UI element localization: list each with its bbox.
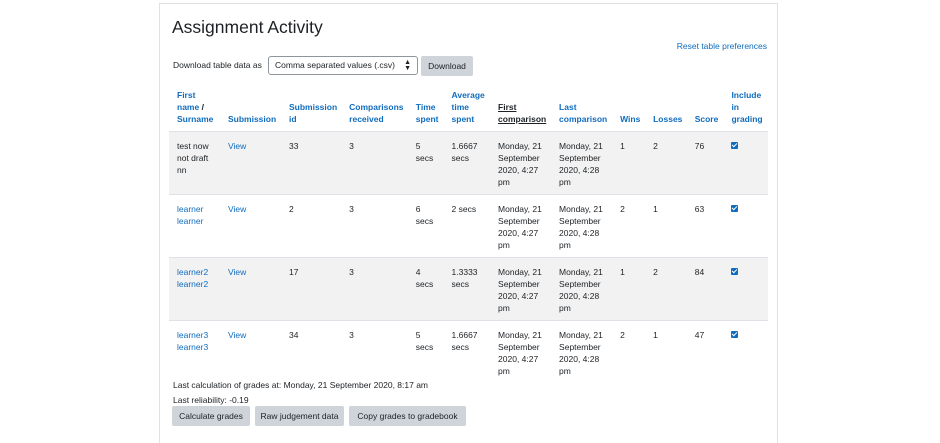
cell-first-comparison: Monday, 21 September 2020, 4:27 pm <box>490 194 552 258</box>
cell-score: 47 <box>686 320 724 383</box>
cell-comparisons: 3 <box>341 131 408 195</box>
view-submission-link[interactable]: View <box>227 141 247 151</box>
cell-last-comparison: Monday, 21 September 2020, 4:28 pm <box>551 257 613 321</box>
cell-include <box>723 257 768 321</box>
include-in-grading-checkbox[interactable] <box>731 205 739 212</box>
cell-first-comparison: Monday, 21 September 2020, 4:27 pm <box>490 320 552 383</box>
header-submission[interactable]: Submission <box>219 82 281 132</box>
cell-time-spent: 4 secs <box>407 257 444 321</box>
cell-last-comparison: Monday, 21 September 2020, 4:28 pm <box>551 131 613 195</box>
cell-average-time: 1.3333 secs <box>443 257 491 321</box>
cell-include <box>723 194 768 258</box>
cell-include <box>723 131 768 195</box>
cell-submission-id: 2 <box>280 194 342 258</box>
cell-name: learner learner <box>169 194 220 258</box>
raw-judgement-data-button[interactable]: Raw judgement data <box>255 406 344 426</box>
cell-wins: 1 <box>612 257 646 321</box>
copy-grades-to-gradebook-button[interactable]: Copy grades to gradebook <box>349 406 466 426</box>
include-in-grading-checkbox[interactable] <box>731 142 739 149</box>
cell-name: learner2 learner2 <box>169 257 220 321</box>
user-profile-link[interactable]: learner learner <box>177 204 204 226</box>
cell-average-time: 1.6667 secs <box>443 131 491 195</box>
cell-losses: 1 <box>645 194 687 258</box>
cell-losses: 2 <box>645 257 687 321</box>
sort-first-name-link[interactable]: First name <box>177 90 200 112</box>
view-submission-link[interactable]: View <box>227 267 247 277</box>
cell-comparisons: 3 <box>341 257 408 321</box>
table-header-row: First name / Surname Submission Submissi… <box>169 82 768 132</box>
header-include-in-grading[interactable]: Include in grading <box>723 82 768 132</box>
cell-first-comparison: Monday, 21 September 2020, 4:27 pm <box>490 131 552 195</box>
cell-wins: 2 <box>612 320 646 383</box>
calculate-grades-button[interactable]: Calculate grades <box>172 406 250 426</box>
download-format-value: Comma separated values (.csv) <box>275 60 395 70</box>
cell-score: 84 <box>686 257 724 321</box>
cell-first-comparison: Monday, 21 September 2020, 4:27 pm <box>490 257 552 321</box>
header-first-comparison[interactable]: First comparison <box>490 82 552 132</box>
cell-time-spent: 5 secs <box>407 320 444 383</box>
cell-losses: 1 <box>645 320 687 383</box>
view-submission-link[interactable]: View <box>227 330 247 340</box>
select-caret-icon: ▲ ▼ <box>404 59 411 72</box>
table-row: learner3 learner3 View 34 3 5 secs 1.666… <box>169 320 768 383</box>
header-submission-id[interactable]: Submission id <box>280 82 342 132</box>
header-first-name-surname: First name / Surname <box>169 82 220 132</box>
include-in-grading-checkbox[interactable] <box>731 268 739 275</box>
table-row: learner2 learner2 View 17 3 4 secs 1.333… <box>169 257 768 321</box>
cell-last-comparison: Monday, 21 September 2020, 4:28 pm <box>551 320 613 383</box>
cell-time-spent: 6 secs <box>407 194 444 258</box>
cell-submission-id: 34 <box>280 320 342 383</box>
header-score[interactable]: Score <box>686 82 724 132</box>
cell-name: test now not draft nn <box>169 131 220 195</box>
cell-submission: View <box>219 131 281 195</box>
cell-average-time: 1.6667 secs <box>443 320 491 383</box>
cell-submission: View <box>219 257 281 321</box>
cell-comparisons: 3 <box>341 194 408 258</box>
header-time-spent[interactable]: Time spent <box>407 82 444 132</box>
cell-score: 76 <box>686 131 724 195</box>
cell-include <box>723 320 768 383</box>
cell-submission-id: 33 <box>280 131 342 195</box>
sort-surname-link[interactable]: Surname <box>177 114 214 124</box>
download-label: Download table data as <box>173 60 262 70</box>
user-profile-link[interactable]: learner2 learner2 <box>177 267 209 289</box>
cell-wins: 2 <box>612 194 646 258</box>
download-button[interactable]: Download <box>421 56 473 76</box>
page-title: Assignment Activity <box>172 17 323 37</box>
activity-table: First name / Surname Submission Submissi… <box>169 82 768 383</box>
user-profile-link[interactable]: learner3 learner3 <box>177 330 209 352</box>
cell-comparisons: 3 <box>341 320 408 383</box>
reset-table-preferences-link[interactable]: Reset table preferences <box>676 41 767 51</box>
cell-last-comparison: Monday, 21 September 2020, 4:28 pm <box>551 194 613 258</box>
table-row: test now not draft nn View 33 3 5 secs 1… <box>169 131 768 195</box>
cell-wins: 1 <box>612 131 646 195</box>
header-slash: / <box>201 102 204 112</box>
cell-submission: View <box>219 194 281 258</box>
last-reliability-text: Last reliability: -0.19 <box>173 395 249 405</box>
last-calculation-text: Last calculation of grades at: Monday, 2… <box>173 380 428 390</box>
cell-time-spent: 5 secs <box>407 131 444 195</box>
cell-submission: View <box>219 320 281 383</box>
header-losses[interactable]: Losses <box>645 82 687 132</box>
header-last-comparison[interactable]: Last comparison <box>551 82 613 132</box>
cell-submission-id: 17 <box>280 257 342 321</box>
header-wins[interactable]: Wins <box>612 82 646 132</box>
cell-average-time: 2 secs <box>443 194 491 258</box>
view-submission-link[interactable]: View <box>227 204 247 214</box>
include-in-grading-checkbox[interactable] <box>731 331 739 338</box>
cell-losses: 2 <box>645 131 687 195</box>
assignment-activity-card: Assignment Activity Reset table preferen… <box>159 3 778 443</box>
header-comparisons-received[interactable]: Comparisons received <box>341 82 408 132</box>
header-average-time-spent[interactable]: Average time spent <box>443 82 491 132</box>
cell-score: 63 <box>686 194 724 258</box>
table-row: learner learner View 2 3 6 secs 2 secs M… <box>169 194 768 258</box>
download-format-select[interactable]: Comma separated values (.csv) ▲ ▼ <box>268 56 418 75</box>
cell-name: learner3 learner3 <box>169 320 220 383</box>
